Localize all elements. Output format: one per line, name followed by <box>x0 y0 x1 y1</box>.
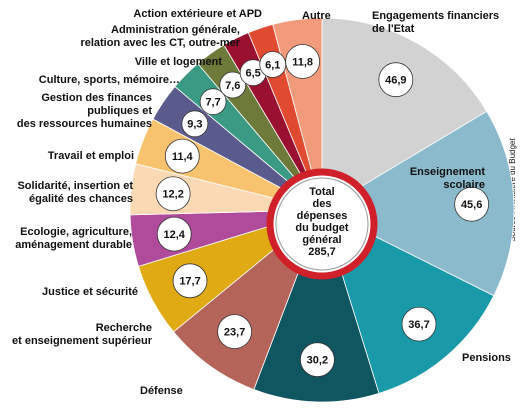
value-label: 12,4 <box>163 229 185 241</box>
category-label: Solidarité, insertion et égalité des chan… <box>17 180 133 205</box>
value-label: 30,2 <box>307 355 328 367</box>
value-bubble <box>172 263 208 299</box>
value-bubble <box>285 44 321 79</box>
category-label: Travail et emploi <box>48 150 134 162</box>
value-label: 36,7 <box>408 319 429 331</box>
category-label: Gestion des finances publiques et des ress… <box>17 92 152 130</box>
value-label: 6,1 <box>265 59 280 71</box>
category-label: Enseignement scolaire <box>410 166 486 191</box>
center-text: du budget <box>295 222 348 234</box>
value-label: 6,5 <box>245 68 260 80</box>
category-label: Administration générale, relation avec le… <box>80 24 240 49</box>
value-bubble <box>156 216 192 252</box>
category-label: Action extérieure et APD <box>133 8 262 20</box>
value-label: 23,7 <box>224 327 245 339</box>
category-label: Culture, sports, mémoire… <box>39 74 180 86</box>
category-label: Engagements financiers de l'Etat <box>372 10 499 35</box>
value-label: 11,8 <box>292 56 313 68</box>
value-bubble <box>401 306 437 342</box>
value-label: 46,9 <box>385 75 406 87</box>
center-text: dépenses <box>297 210 348 222</box>
value-bubble <box>199 88 227 116</box>
pie-slice <box>321 17 488 211</box>
value-label: 17,7 <box>179 276 200 288</box>
value-bubble <box>164 138 200 174</box>
category-label: Pensions <box>462 352 511 364</box>
center-text: Total <box>309 186 334 198</box>
value-label: 12,2 <box>162 189 183 201</box>
center-text: des <box>313 198 332 210</box>
center-inner <box>275 177 369 271</box>
value-bubble <box>454 186 490 222</box>
category-label: Ecologie, agriculture, aménagement durabl… <box>15 226 132 251</box>
category-label: Recherche et enseignement supérieur <box>12 322 153 347</box>
pie-slice <box>321 110 515 297</box>
value-label: 7,6 <box>225 80 240 92</box>
value-bubble <box>155 176 191 212</box>
category-label: Autre <box>302 10 331 22</box>
value-bubble <box>299 342 335 378</box>
value-bubble <box>181 110 209 138</box>
value-label: 9,3 <box>187 119 202 131</box>
value-bubble <box>219 71 247 99</box>
total-label: 285,7 <box>308 246 336 258</box>
value-label: 45,6 <box>461 199 482 211</box>
category-label: Ville et logement <box>135 56 223 68</box>
category-label: Justice et sécurité <box>42 286 138 298</box>
value-bubble <box>217 314 252 350</box>
center-text: général <box>302 234 341 246</box>
value-label: 11,4 <box>172 151 194 163</box>
category-label: Défense <box>140 385 183 397</box>
value-label: 7,7 <box>205 97 220 109</box>
value-bubble <box>378 62 414 98</box>
pie-slice <box>253 208 380 403</box>
